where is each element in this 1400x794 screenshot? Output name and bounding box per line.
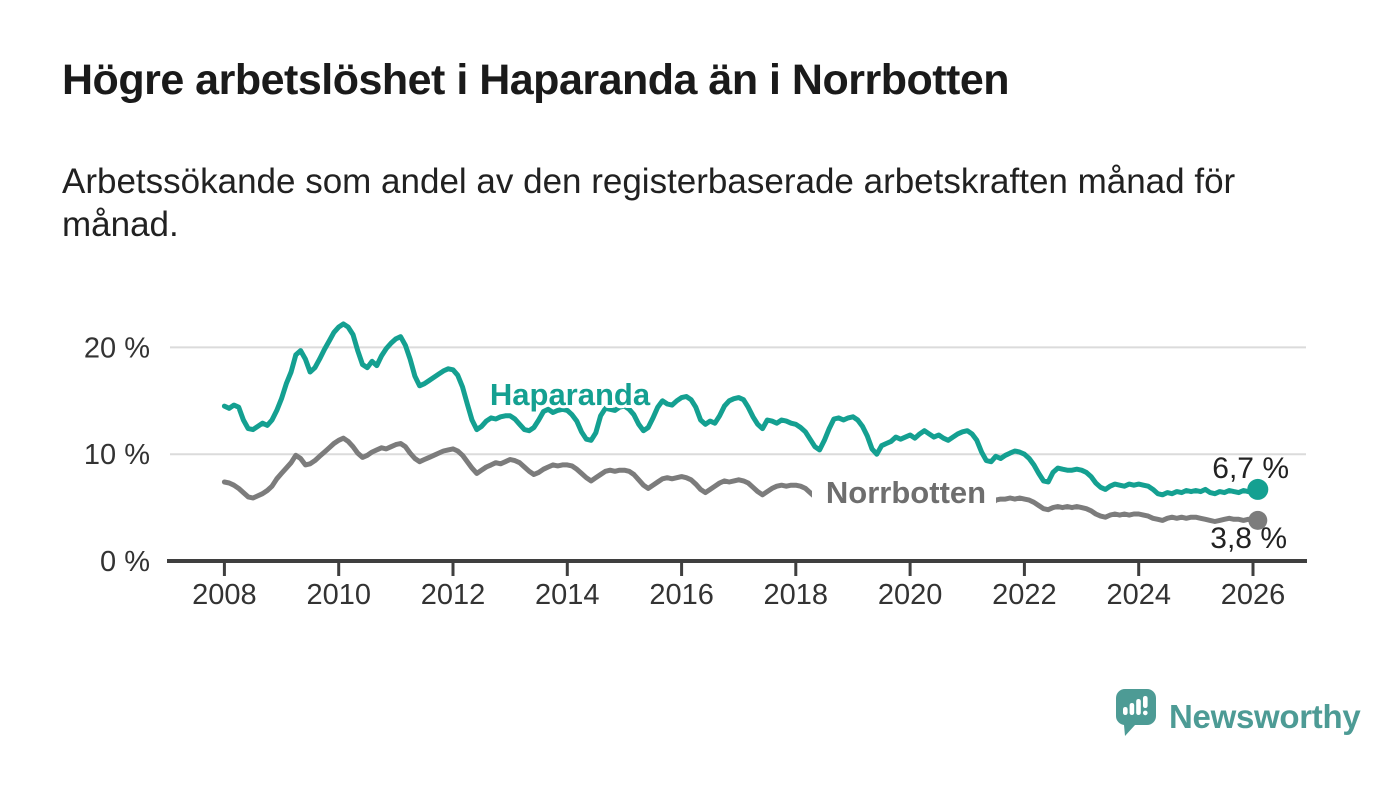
newsworthy-wordmark: Newsworthy [1169,698,1361,735]
norrbotten-label-mask [812,472,996,514]
logo-bar-chart-glyph [1123,696,1148,716]
newsworthy-logo: Newsworthy [1116,688,1361,746]
logo-bubble-shape [1116,689,1156,736]
x-tick-label: 2018 [764,579,829,611]
x-tick-label: 2026 [1221,579,1286,611]
x-tick-label: 2016 [649,579,714,611]
chart-plot-area: 2008 2010 2012 2014 2016 2018 2020 2022 2024 2026… [84,321,1307,611]
y-tick-label: 10 % [84,439,150,471]
x-tick-label: 2022 [992,579,1057,611]
x-tick-label: 2012 [421,579,486,611]
chart-subtitle-line-1: Arbetssökande som andel av den registerb… [62,162,1236,201]
x-tick-label: 2008 [192,579,257,611]
y-tick-label: 0 % [100,546,150,578]
end-value-label-haparanda: 6,7 % [1212,452,1289,485]
end-dot-norrbotten [1248,510,1268,530]
x-tick-label: 2014 [535,579,600,611]
chart-subtitle: Arbetssökande som andel av den registerb… [62,160,1235,246]
chart-title: Högre arbetslöshet i Haparanda än i Norr… [62,56,1010,104]
series-label-norrbotten: Norrbotten [826,475,986,510]
chart-subtitle-line-2: månad. [62,205,179,244]
end-dot-haparanda [1247,478,1269,500]
series-label-haparanda: Haparanda [490,377,651,412]
y-tick-label: 20 % [84,332,150,364]
end-value-label-norrbotten: 3,8 % [1210,522,1287,555]
x-tick-label: 2010 [306,579,371,611]
x-tick-label: 2024 [1106,579,1171,611]
x-tick-label: 2020 [878,579,943,611]
series-line-haparanda [221,321,1261,498]
series-line-norrbotten [221,435,1261,524]
newsworthy-logo-icon [1116,689,1156,736]
